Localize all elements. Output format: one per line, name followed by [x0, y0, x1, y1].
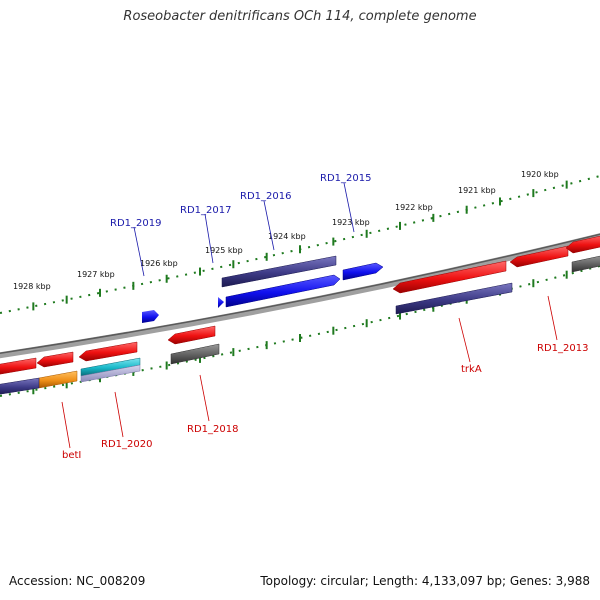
gene-rd1-2020-shadow [80, 364, 141, 383]
leader-rd1-2020 [114, 391, 124, 438]
gene-rd1-2017-start[interactable] [218, 297, 224, 308]
genome-backbone [0, 233, 600, 359]
gene-trka-block[interactable] [395, 282, 513, 315]
genome-summary-text: Topology: circular; Length: 4,133,097 bp… [260, 574, 590, 588]
gene-trka-red-block[interactable] [392, 260, 507, 294]
gene-rd1-2017-block[interactable] [225, 274, 341, 308]
gene-rd1-2015-block[interactable] [342, 262, 384, 281]
gene-beti-block[interactable] [38, 370, 78, 389]
ruler-label-1925: 1925 kbp [205, 246, 243, 255]
ruler-label-1926: 1926 kbp [140, 259, 178, 268]
ruler-label-1922: 1922 kbp [395, 203, 433, 212]
gene-label-rd1-2020[interactable]: RD1_2020 [101, 439, 152, 450]
gene-rd1-2019-block[interactable] [142, 310, 159, 323]
gene-rd1-2018-block[interactable] [170, 343, 220, 365]
leader-rd1-2018 [199, 374, 210, 422]
ruler-label-1928: 1928 kbp [13, 282, 51, 291]
gene-label-trka[interactable]: trkA [461, 364, 482, 375]
gene-label-rd1-2015[interactable]: RD1_2015 [320, 173, 371, 184]
gene-label-rd1-2013[interactable]: RD1_2013 [537, 343, 588, 354]
gene-label-rd1-2019[interactable]: RD1_2019 [110, 218, 161, 229]
leader-rd1-2015 [343, 182, 355, 233]
ruler-label-1920: 1920 kbp [521, 170, 559, 179]
gene-rd1-2020-red-block[interactable] [78, 341, 138, 362]
leader-rd1-2017 [204, 213, 214, 264]
gene-label-rd1-2016[interactable]: RD1_2016 [240, 191, 291, 202]
leader-rd1-2019 [133, 226, 145, 277]
gene-label-beti[interactable]: betI [62, 450, 81, 461]
gene-label-rd1-2018[interactable]: RD1_2018 [187, 424, 238, 435]
gene-beti-red-block[interactable] [36, 351, 74, 368]
ruler-label-1927: 1927 kbp [77, 270, 115, 279]
accession-text: Accession: NC_008209 [9, 574, 146, 588]
gene-left-red-block[interactable] [0, 357, 37, 375]
leader-beti [61, 401, 71, 449]
gene-rd1-2018-red-block[interactable] [167, 325, 216, 345]
genome-title: Roseobacter denitrificans OCh 114, compl… [123, 9, 477, 24]
leader-rd1-2013 [547, 295, 558, 341]
ruler-label-1921: 1921 kbp [458, 186, 496, 195]
genome-backbone-edge [0, 233, 600, 354]
gene-rd1-2013-block[interactable] [571, 255, 600, 273]
gene-rd1-2013-red-block[interactable] [509, 245, 569, 268]
outer-ruler-ticks [32, 180, 568, 311]
leader-rd1-2016 [263, 200, 275, 251]
gene-label-rd1-2017[interactable]: RD1_2017 [180, 205, 231, 216]
ruler-label-1923: 1923 kbp [332, 218, 370, 227]
ruler-label-1924: 1924 kbp [268, 232, 306, 241]
gene-left-navy-block[interactable] [0, 377, 40, 395]
leader-trka [458, 317, 471, 363]
gene-rd1-2016-block[interactable] [221, 255, 337, 288]
